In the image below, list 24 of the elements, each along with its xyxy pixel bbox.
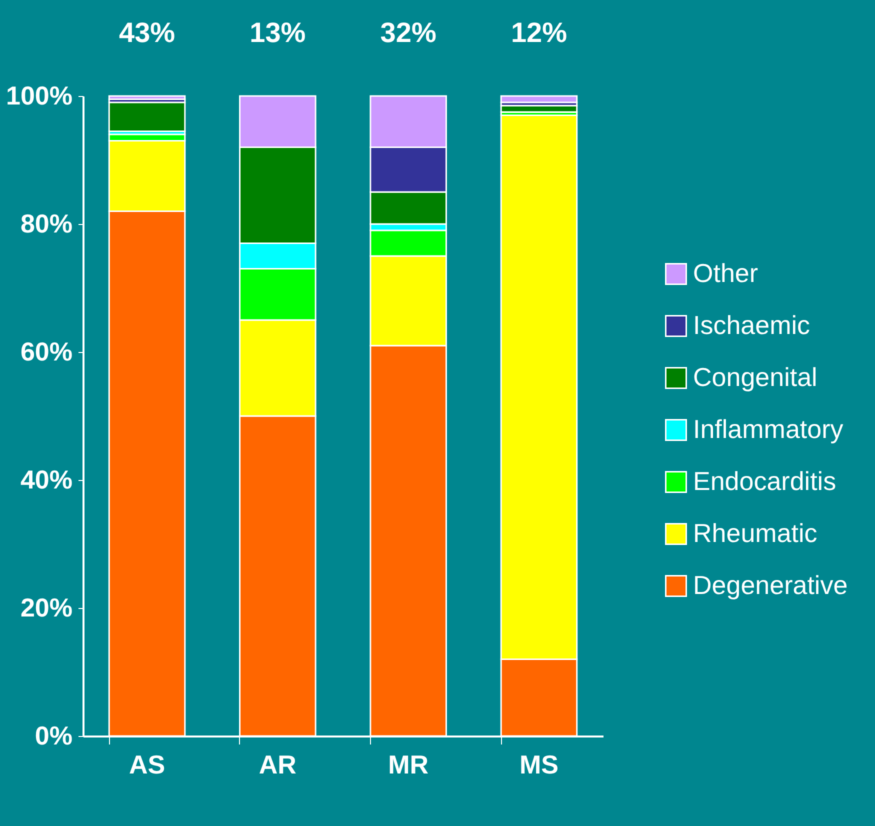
x-tick-label: MR	[388, 750, 429, 780]
y-tick-label: 40%	[20, 464, 72, 494]
bar	[500, 95, 578, 104]
legend-label: Ischaemic	[693, 310, 810, 340]
y-tick-label: 20%	[20, 592, 72, 622]
y-tick-label: 60%	[20, 336, 72, 366]
y-tick-label: 100%	[6, 80, 72, 110]
text: 12%	[510, 17, 568, 48]
y-tick-label: 0%	[34, 720, 72, 750]
legend-label: Congenital	[693, 362, 818, 392]
bar	[108, 95, 186, 100]
text: 43%	[118, 17, 176, 48]
bar	[108, 102, 186, 132]
x-tick-label: MS	[519, 750, 558, 780]
text: 32%	[380, 17, 436, 48]
x-tick-label: AR	[258, 750, 297, 780]
text: 13%	[250, 17, 306, 48]
x-tick-label: AS	[128, 750, 166, 780]
legend-label: Other	[693, 258, 758, 288]
y-tick-label: 80%	[20, 208, 72, 238]
legend-label: Inflammatory	[693, 414, 844, 444]
legend-label: Endocarditis	[693, 466, 836, 496]
legend-label: Degenerative	[693, 570, 848, 600]
legend-label: Rheumatic	[693, 518, 818, 548]
